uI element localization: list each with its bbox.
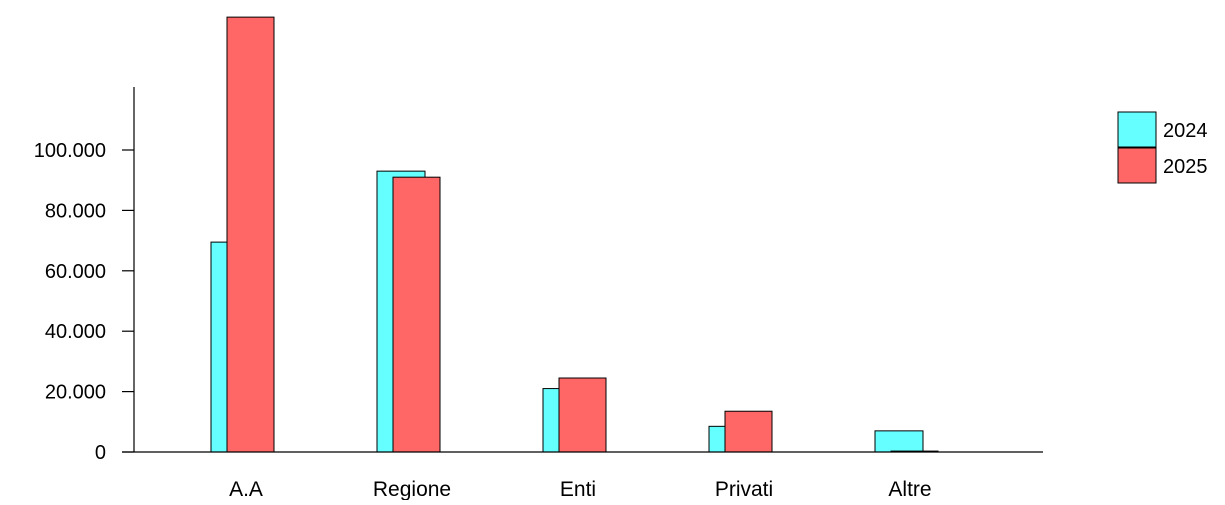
legend-swatch-2024 [1117,111,1157,148]
bar-2025-Enti [558,377,607,453]
x-category-label: Altre [888,478,931,500]
legend: 2024 2025 [1117,111,1208,184]
y-tick-label: 0 [95,442,106,464]
x-category-label: A.A [229,478,263,500]
x-category-label: Regione [373,478,451,500]
bar-2025-A.A [226,16,275,453]
y-axis-ticks: 0 20.000 40.000 60.000 80.000 100.000 [34,140,134,464]
legend-swatch-2025 [1117,147,1157,184]
y-tick-label: 100.000 [34,140,106,162]
x-axis-labels: A.A Regione Enti Privati Altre [229,478,932,501]
legend-label-2024: 2024 [1163,120,1208,142]
bar-2024-Altre [874,430,924,453]
y-tick-label: 60.000 [45,261,106,283]
axes [122,87,1043,453]
x-category-label: Enti [560,478,596,500]
y-tick-label: 20.000 [45,382,106,404]
legend-label-2025: 2025 [1163,156,1208,178]
x-category-label: Privati [715,478,773,500]
y-tick-label: 80.000 [45,200,106,222]
bar-2025-Regione [392,176,441,453]
bar-series [210,16,939,453]
y-tick-label: 40.000 [45,321,106,343]
bar-2025-Privati [724,410,773,453]
